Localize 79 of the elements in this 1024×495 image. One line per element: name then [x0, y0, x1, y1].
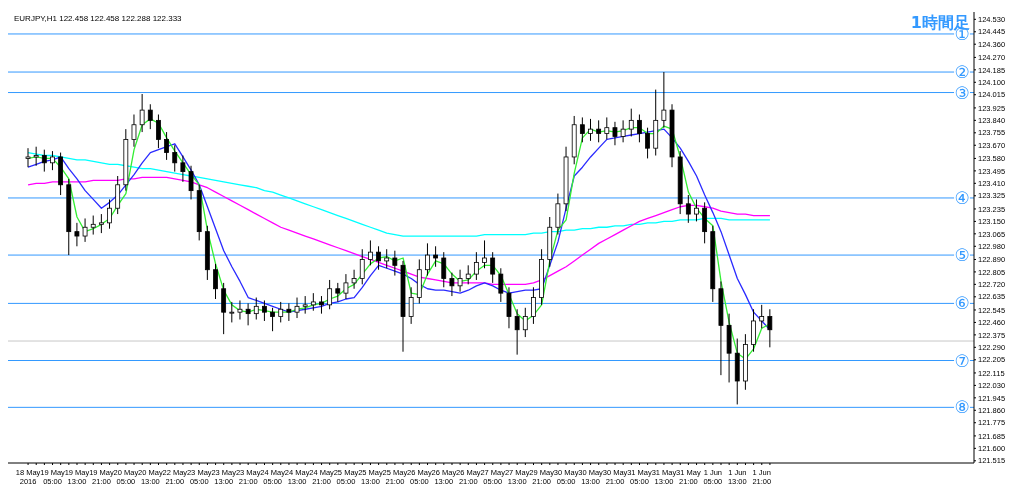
candlestick [490, 251, 496, 284]
candlestick [270, 307, 275, 332]
candlestick [50, 150, 55, 171]
candlestick [384, 248, 390, 269]
candlestick [294, 297, 300, 319]
ref-line-label: ④ [954, 187, 970, 208]
candlestick [221, 282, 227, 335]
ref-line-label: ⑤ [954, 245, 970, 266]
candlestick [473, 251, 479, 281]
candlestick [751, 308, 756, 353]
candlestick [596, 119, 602, 143]
candlestick [579, 116, 585, 143]
candlestick [376, 245, 381, 271]
candlestick [637, 114, 642, 143]
candlestick [351, 269, 357, 290]
candlestick [253, 297, 259, 320]
candlestick [433, 245, 439, 268]
candlestick [767, 308, 773, 348]
candlestick [759, 304, 765, 329]
candlestick [588, 118, 593, 142]
candlestick [131, 114, 137, 148]
ref-line-label: ⑧ [954, 397, 970, 418]
candlestick [522, 307, 528, 338]
candlestick [262, 299, 267, 322]
candlestick [367, 239, 373, 266]
candlestick [115, 175, 121, 215]
candlestick [685, 194, 691, 224]
candlestick [188, 165, 194, 200]
candlestick [343, 273, 349, 300]
candlestick [441, 251, 447, 288]
candlestick [408, 286, 414, 325]
candlestick [661, 71, 667, 129]
candlestick [645, 127, 650, 159]
candlestick [213, 263, 218, 300]
ref-line-label: ⑥ [954, 293, 970, 314]
candlestick [506, 286, 512, 329]
candlestick [335, 282, 341, 303]
candlestick [620, 119, 626, 143]
candlestick [514, 308, 520, 356]
candlestick [531, 286, 536, 325]
candlestick [82, 217, 88, 243]
candlestick [180, 155, 186, 183]
candlestick [612, 121, 618, 146]
candlestick [156, 114, 161, 149]
candlestick [498, 267, 504, 303]
candlestick [555, 193, 561, 236]
candlestick [702, 201, 708, 244]
ref-line-label: ② [954, 62, 970, 83]
candlestick [392, 250, 398, 277]
chart-title: EURJPY,H1 122.458 122.458 122.288 122.333 [14, 14, 182, 23]
candlestick [41, 149, 47, 173]
candlestick [482, 239, 487, 269]
candlestick [327, 279, 333, 310]
candlestick [425, 242, 430, 277]
candlestick [98, 213, 104, 234]
candlestick [359, 248, 365, 285]
candlestick [74, 222, 80, 247]
candlestick [278, 301, 284, 323]
candlestick [604, 116, 610, 140]
candlestick [457, 269, 463, 293]
candlestick [286, 302, 292, 322]
candlestick [449, 272, 455, 297]
candlestick [229, 301, 235, 323]
candlestick [465, 264, 471, 285]
candlestick [33, 146, 39, 167]
candlestick [628, 108, 634, 137]
candlestick [164, 131, 169, 161]
candlestick [90, 215, 96, 236]
candlestick [25, 147, 31, 168]
candlestick [107, 198, 112, 230]
candlestick [139, 93, 145, 133]
candlestick [694, 198, 699, 222]
candlestick [245, 302, 251, 326]
ref-line-label: ⑦ [954, 350, 970, 371]
candlestick [237, 299, 243, 320]
ref-line-label: ③ [954, 82, 970, 103]
candlestick [147, 103, 153, 130]
candlestick [172, 144, 178, 173]
line-series [27, 151, 771, 237]
